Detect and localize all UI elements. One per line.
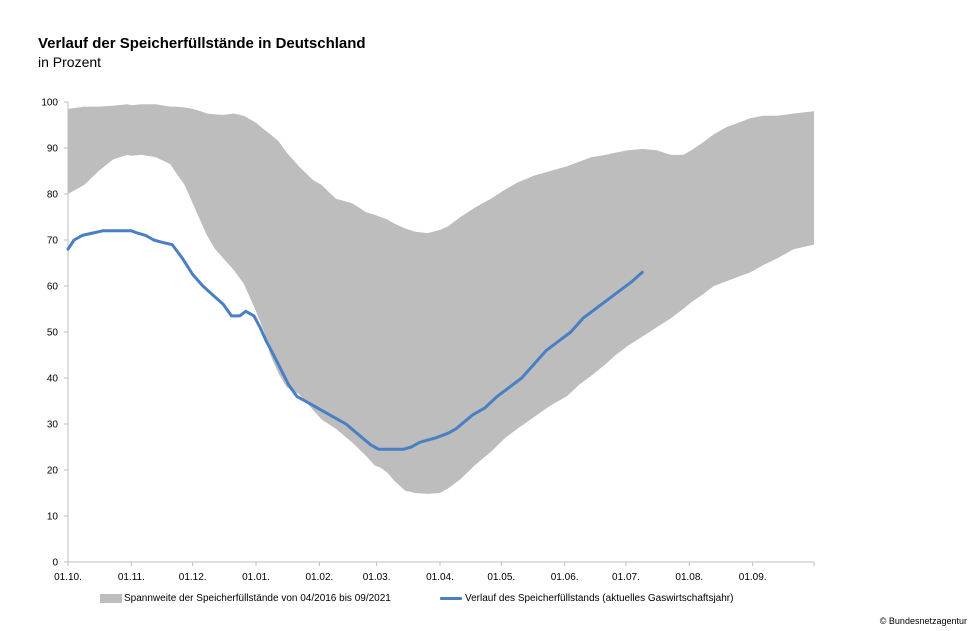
legend-item-range: Spannweite der Speicherfüllstände von 04… <box>100 593 391 604</box>
x-tick-label: 01.05. <box>487 572 515 583</box>
range-band-layer <box>68 104 814 494</box>
y-tick-label: 90 <box>47 144 59 155</box>
legend-range-label: Spannweite der Speicherfüllstände von 04… <box>124 593 391 604</box>
current-fill-level-line <box>66 229 644 451</box>
legend-current-swatch <box>440 597 462 600</box>
x-tick-label: 01.02. <box>305 572 333 583</box>
copyright-credit: © Bundesnetzagentur <box>879 616 967 626</box>
tick-labels-layer: 0 10 20 30 40 50 60 70 80 90 100 01.10. 01.11. 01.12.… <box>41 98 766 584</box>
current-line-layer <box>66 229 644 451</box>
y-tick-label: 20 <box>47 466 59 477</box>
x-tick-label: 01.06. <box>551 572 579 583</box>
x-tick-label: 01.09. <box>739 572 767 583</box>
y-tick-label: 10 <box>47 512 59 523</box>
legend-range-swatch <box>100 594 122 603</box>
y-tick-label: 40 <box>47 374 59 385</box>
x-tick-label: 01.12. <box>179 572 207 583</box>
y-tick-label: 60 <box>47 282 59 293</box>
y-tick-label: 80 <box>47 190 59 201</box>
y-tick-label: 30 <box>47 420 59 431</box>
x-tick-label: 01.01. <box>242 572 270 583</box>
chart-title: Verlauf der Speicherfüllstände in Deutsc… <box>38 35 366 52</box>
axes-layer <box>64 101 815 566</box>
y-tick-label: 0 <box>52 558 58 569</box>
y-tick-label: 100 <box>41 98 58 109</box>
chart-subtitle: in Prozent <box>38 54 102 70</box>
x-tick-label: 01.11. <box>118 572 145 583</box>
legend-item-current: Verlauf des Speicherfüllstands (aktuelle… <box>440 593 733 604</box>
y-tick-label: 50 <box>47 328 59 339</box>
x-tick-label: 01.07. <box>612 572 640 583</box>
y-tick-label: 70 <box>47 236 59 247</box>
x-tick-label: 01.03. <box>363 572 391 583</box>
x-tick-label: 01.04. <box>426 572 454 583</box>
x-tick-label: 01.10. <box>54 572 82 583</box>
range-band-area <box>68 104 814 494</box>
x-tick-label: 01.08. <box>675 572 703 583</box>
legend-current-label: Verlauf des Speicherfüllstands (aktuelle… <box>465 593 734 604</box>
